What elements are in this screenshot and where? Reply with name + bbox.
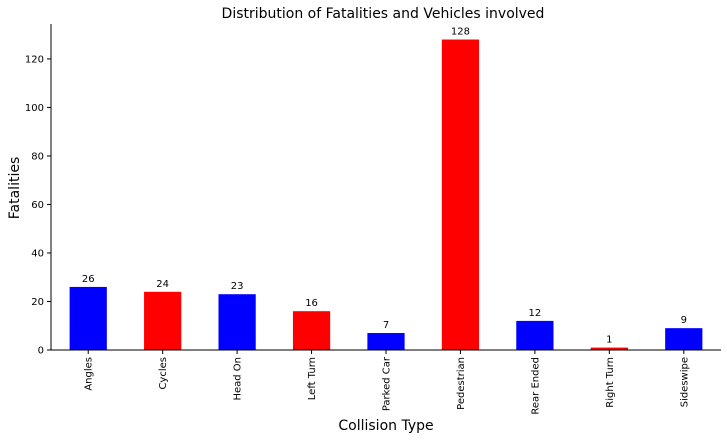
data-label-parked-car: 7 — [383, 320, 389, 331]
x-tick-label: Cycles — [158, 357, 169, 390]
data-label-right-turn: 1 — [606, 335, 612, 346]
data-label-head-on: 23 — [231, 281, 244, 292]
data-label-left-turn: 16 — [305, 298, 318, 309]
data-label-sideswipe: 9 — [681, 315, 687, 326]
x-axis-ticks: Angles Cycles Head On Left Turn Parked Car Pe… — [84, 350, 690, 415]
bar-cycles — [144, 291, 182, 350]
x-tick-label: Rear Ended — [530, 357, 541, 415]
chart-title: Distribution of Fatalities and Vehicles … — [222, 6, 545, 22]
y-tick-label: 120 — [25, 54, 44, 65]
y-tick-label: 60 — [31, 200, 44, 211]
data-labels-group: 26 24 23 16 7 128 12 1 9 — [82, 27, 687, 346]
data-label-pedestrian: 128 — [451, 27, 470, 38]
x-tick-label: Sideswipe — [679, 357, 690, 407]
x-tick-label: Right Turn — [605, 357, 616, 408]
x-tick-label: Left Turn — [307, 357, 318, 400]
bar-sideswipe — [665, 328, 703, 350]
bar-rear-ended — [516, 320, 554, 350]
bar-pedestrian — [441, 39, 480, 351]
x-tick-label: Pedestrian — [456, 357, 467, 410]
data-label-rear-ended: 12 — [529, 308, 542, 319]
bar-right-turn — [590, 347, 628, 350]
bar-head-on — [218, 294, 256, 350]
y-tick-label: 100 — [25, 103, 44, 114]
x-axis-label: Collision Type — [338, 418, 433, 434]
x-tick-label: Head On — [233, 357, 244, 401]
x-tick-label: Parked Car — [382, 356, 393, 411]
y-axis-label: Fatalities — [7, 157, 23, 219]
bars-group — [69, 39, 703, 351]
y-tick-label: 0 — [38, 346, 44, 357]
bar-left-turn — [292, 311, 331, 350]
bar-angles — [69, 286, 107, 350]
y-tick-label: 80 — [31, 151, 44, 162]
x-tick-label: Angles — [84, 357, 95, 391]
y-axis-ticks: 0 20 40 60 80 100 120 — [25, 54, 51, 357]
y-tick-label: 20 — [31, 297, 44, 308]
data-label-angles: 26 — [82, 274, 95, 285]
data-label-cycles: 24 — [156, 279, 169, 290]
y-tick-label: 40 — [31, 248, 44, 259]
bar-parked-car — [367, 333, 405, 350]
